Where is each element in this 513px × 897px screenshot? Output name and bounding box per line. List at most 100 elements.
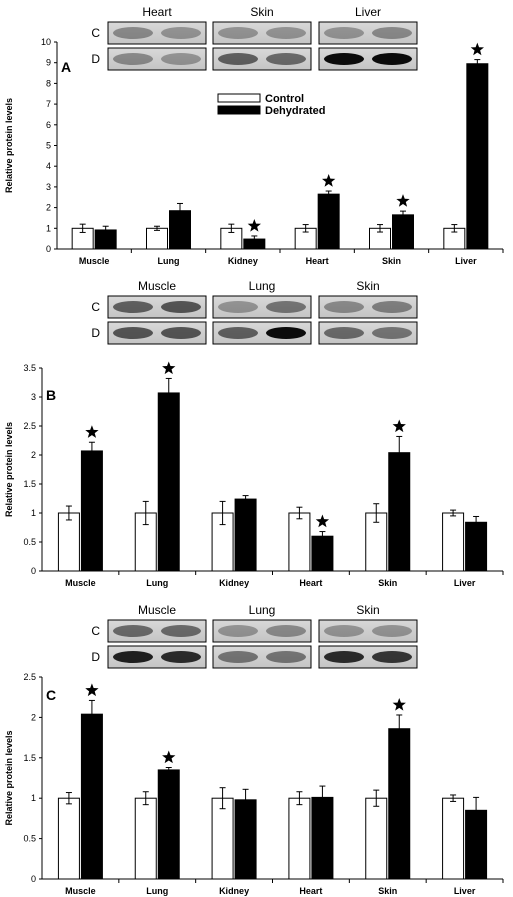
blot-image: [107, 21, 207, 45]
blot-band: [218, 651, 258, 663]
blot-band: [113, 27, 153, 39]
blot-band: [372, 301, 412, 313]
bar-control-muscle: [57, 797, 80, 880]
bar-dehydrated-kidney: [234, 799, 257, 880]
blot-row-label: C: [91, 624, 100, 638]
category-label: Muscle: [65, 886, 96, 896]
blot-row-label: C: [91, 300, 100, 314]
legend-label-control: Control: [265, 93, 304, 105]
bar-dehydrated-kidney: [234, 498, 257, 572]
panel-letter: C: [46, 687, 56, 703]
significance-star: [85, 425, 99, 438]
blot-band: [372, 651, 412, 663]
blot-image: [212, 619, 312, 643]
blot-band: [218, 53, 258, 65]
bar-dehydrated-skin: [388, 452, 411, 572]
y-tick-label: 2: [31, 450, 36, 460]
significance-star: [322, 174, 336, 187]
category-label: Heart: [306, 256, 329, 266]
blot-title-heart: Heart: [142, 5, 172, 19]
blot-title-muscle: Muscle: [138, 603, 176, 617]
y-tick-label: 4: [46, 161, 51, 171]
significance-star: [392, 419, 406, 433]
category-label: Liver: [454, 886, 476, 896]
y-tick-label: 7: [46, 99, 51, 109]
category-label: Lung: [146, 578, 168, 588]
blot-title-skin: Skin: [250, 5, 273, 19]
blot-title-muscle: Muscle: [138, 279, 176, 293]
category-label: Liver: [455, 256, 477, 266]
significance-star: [392, 697, 406, 711]
blot-band: [218, 327, 258, 339]
legend-swatch-dehydrated: [217, 105, 261, 115]
y-tick-label: 10: [41, 37, 51, 47]
category-label: Muscle: [79, 256, 110, 266]
panel-letter: B: [46, 387, 56, 403]
bar-dehydrated-skin: [388, 728, 411, 880]
bar-dehydrated-muscle: [80, 450, 103, 572]
y-tick-label: 3: [46, 182, 51, 192]
category-label: Muscle: [65, 578, 96, 588]
y-tick-label: 1: [31, 508, 36, 518]
blot-band: [113, 53, 153, 65]
bar-control-muscle: [57, 512, 80, 572]
y-tick-label: 2.5: [23, 672, 36, 682]
blot-band: [324, 53, 364, 65]
blot-title-lung: Lung: [249, 279, 276, 293]
blot-band: [324, 327, 364, 339]
bar-control-lung: [134, 797, 157, 880]
y-tick-label: 1.5: [23, 753, 36, 763]
blot-band: [266, 327, 306, 339]
blot-image: [318, 295, 418, 319]
category-label: Skin: [378, 886, 397, 896]
blot-band: [266, 651, 306, 663]
blot-band: [266, 53, 306, 65]
blot-band: [161, 651, 201, 663]
bar-dehydrated-heart: [311, 796, 334, 880]
blot-band: [218, 625, 258, 637]
y-tick-label: 3: [31, 392, 36, 402]
y-axis-label: Relative protein levels: [4, 98, 14, 193]
blot-band: [113, 327, 153, 339]
y-tick-label: 2: [46, 203, 51, 213]
blot-band: [372, 53, 412, 65]
y-tick-label: 0.5: [23, 537, 36, 547]
y-tick-label: 3.5: [23, 363, 36, 373]
y-tick-label: 0: [46, 244, 51, 254]
significance-star: [315, 514, 330, 528]
bar-dehydrated-heart: [311, 535, 334, 572]
blot-image: [318, 21, 418, 45]
blot-row-label: D: [91, 52, 100, 66]
blot-band: [161, 625, 201, 637]
bar-dehydrated-lung: [157, 769, 180, 880]
blot-title-skin: Skin: [356, 603, 379, 617]
y-tick-label: 2: [31, 712, 36, 722]
blot-title-skin: Skin: [356, 279, 379, 293]
blot-band: [113, 301, 153, 313]
y-axis-label: Relative protein levels: [4, 422, 14, 517]
blot-band: [324, 651, 364, 663]
blot-image: [212, 295, 312, 319]
blot-image: [212, 645, 312, 669]
blot-title-liver: Liver: [355, 5, 381, 19]
y-tick-label: 0: [31, 566, 36, 576]
category-label: Skin: [378, 578, 397, 588]
significance-star: [162, 750, 176, 764]
bar-dehydrated-lung: [157, 392, 180, 572]
significance-star: [470, 42, 484, 56]
blot-title-lung: Lung: [249, 603, 276, 617]
bar-control-liver: [442, 797, 465, 880]
blot-band: [372, 327, 412, 339]
bar-control-kidney: [211, 797, 234, 880]
blot-image: [318, 619, 418, 643]
blot-band: [324, 625, 364, 637]
blot-band: [161, 327, 201, 339]
category-label: Heart: [299, 886, 322, 896]
blot-band: [218, 27, 258, 39]
blot-band: [113, 651, 153, 663]
blot-band: [372, 27, 412, 39]
category-label: Skin: [382, 256, 401, 266]
y-axis-label: Relative protein levels: [4, 730, 14, 825]
legend-label-dehydrated: Dehydrated: [265, 105, 326, 117]
blot-band: [324, 301, 364, 313]
